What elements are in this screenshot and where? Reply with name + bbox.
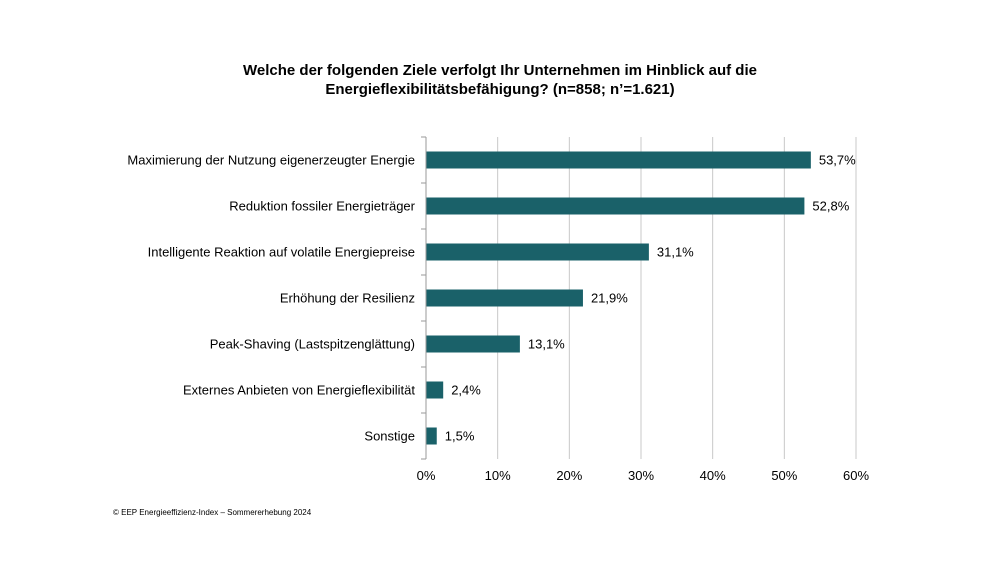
x-tick-label: 50% — [771, 468, 797, 483]
source-footer: © EEP Energieeffizienz-Index – Sommererh… — [113, 508, 312, 517]
bar — [426, 427, 437, 445]
category-label: Reduktion fossiler Energieträger — [229, 199, 415, 214]
bar — [426, 243, 649, 261]
category-label: Maximierung der Nutzung eigenerzeugter E… — [127, 153, 415, 168]
value-label: 2,4% — [451, 383, 481, 398]
bar — [426, 289, 583, 307]
category-label: Peak-Shaving (Lastspitzenglättung) — [210, 337, 415, 352]
value-label: 21,9% — [591, 291, 628, 306]
category-label: Erhöhung der Resilienz — [280, 291, 415, 306]
category-labels: Maximierung der Nutzung eigenerzeugter E… — [127, 153, 415, 444]
bar — [426, 381, 444, 399]
category-label: Intelligente Reaktion auf volatile Energ… — [148, 245, 415, 260]
value-label: 13,1% — [528, 337, 565, 352]
x-tick-label: 30% — [628, 468, 654, 483]
category-label: Externes Anbieten von Energieflexibilitä… — [183, 383, 415, 398]
x-tick-label: 40% — [700, 468, 726, 483]
value-label: 31,1% — [657, 245, 694, 260]
value-label: 52,8% — [812, 199, 849, 214]
category-label: Sonstige — [364, 429, 415, 444]
chart-title-line-2: Energieflexibilitätsbefähigung? (n=858; … — [325, 81, 675, 98]
bar — [426, 335, 520, 353]
value-label: 1,5% — [445, 429, 475, 444]
value-label: 53,7% — [819, 153, 856, 168]
x-tick-label: 20% — [556, 468, 582, 483]
x-tick-label: 10% — [485, 468, 511, 483]
chart-title-line-1: Welche der folgenden Ziele verfolgt Ihr … — [243, 62, 757, 79]
bars — [426, 151, 811, 445]
chart-title: Welche der folgenden Ziele verfolgt Ihr … — [150, 61, 850, 99]
x-axis-tick-labels: 0% 10% 20% 30% 40% 50% 60% — [417, 468, 870, 483]
bar — [426, 197, 805, 215]
grid-lines — [421, 136, 857, 460]
value-labels: 53,7% 52,8% 31,1% 21,9% 13,1% 2,4% 1,5% — [445, 153, 856, 444]
bar — [426, 151, 811, 169]
x-tick-label: 60% — [843, 468, 869, 483]
x-tick-label: 0% — [417, 468, 436, 483]
